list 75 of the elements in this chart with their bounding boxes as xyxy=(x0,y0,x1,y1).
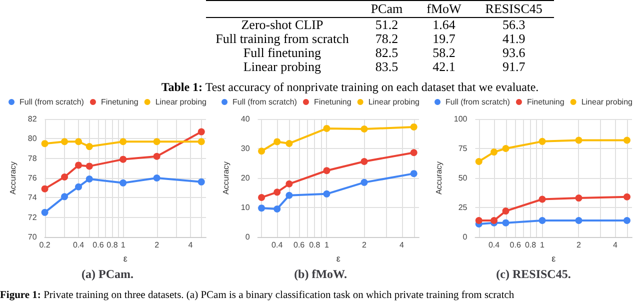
x-tick-label: 0.2 xyxy=(39,240,51,250)
category-label: Linear probing xyxy=(243,59,322,74)
y-tick-label: 20 xyxy=(240,174,250,182)
legend-label: Finetuning xyxy=(526,98,564,106)
legend-label: Full (from scratch) xyxy=(20,98,84,106)
x-tick-label: 0.4 xyxy=(72,240,85,250)
y-tick-label: 40 xyxy=(240,114,250,124)
text: 91.7 xyxy=(502,59,526,74)
y-tick-label: 25 xyxy=(458,203,468,212)
y-tick-label: 75 xyxy=(458,144,468,153)
legend-label: Full (from scratch) xyxy=(446,98,510,106)
legend-label: Linear probing xyxy=(155,98,206,106)
y-tick-label: 72 xyxy=(28,212,38,222)
text: 1.64 xyxy=(432,17,456,32)
text: 93.6 xyxy=(502,45,526,60)
text: (a) PCam. xyxy=(82,267,134,281)
x-tick-label: 0.6 xyxy=(92,240,104,250)
y-tick-label: 80 xyxy=(28,134,38,144)
text: 78.2 xyxy=(375,31,398,46)
caption: Figure 1: Private training on three datasets. (a) PCam is a binary classification task on which private training from scratch xyxy=(0,290,516,301)
category-label: fMoW xyxy=(426,0,462,18)
category-label: Zero-shot CLIP xyxy=(241,17,324,32)
x-tick-label: 2 xyxy=(362,240,368,250)
x-tick-label: 2 xyxy=(576,240,582,250)
legend-label: Full (from scratch) xyxy=(232,98,298,106)
x-tick-label: 0.4 xyxy=(488,240,500,250)
y-tick-label: 0 xyxy=(245,232,250,242)
text: 56.3 xyxy=(502,17,526,32)
x-tick-label: 0.8 xyxy=(309,240,321,250)
y-tick-label: 0 xyxy=(462,232,468,242)
y-axis-title: Accuracy xyxy=(434,162,444,194)
text: 83.5 xyxy=(375,59,398,74)
text: 19.7 xyxy=(432,31,456,46)
text: 82.5 xyxy=(375,45,398,60)
x-tick-label: 2 xyxy=(154,240,160,250)
y-tick-label: 30 xyxy=(240,144,250,153)
y-tick-label: 78 xyxy=(28,154,38,163)
y-axis-title: Accuracy xyxy=(8,162,18,194)
x-tick-label: 0.8 xyxy=(524,240,537,250)
category-label: Full training from scratch xyxy=(216,31,349,46)
text: 51.2 xyxy=(375,17,398,32)
x-tick-label: 0.6 xyxy=(510,240,522,250)
caption: Table 1: Test accuracy of nonprivate training on each dataset that we evaluate. xyxy=(160,80,540,95)
y-tick-label: 10 xyxy=(240,203,250,212)
category-label: PCam xyxy=(370,0,404,18)
legend-label: Linear probing xyxy=(368,98,420,106)
text: 42.1 xyxy=(432,59,456,74)
x-tick-label: 1 xyxy=(540,240,546,250)
category-label: RESISC45 xyxy=(484,0,544,18)
x-tick-label: 4 xyxy=(188,240,194,250)
y-tick-label: 70 xyxy=(28,232,38,242)
text: (b) fMoW. xyxy=(294,267,347,281)
x-tick-label: 0.4 xyxy=(272,240,284,250)
category-label: Full finetuning xyxy=(243,45,322,60)
legend-label: Finetuning xyxy=(100,98,138,106)
x-axis-title: ε xyxy=(336,253,340,264)
legend-label: Linear probing xyxy=(581,98,632,106)
text: 58.2 xyxy=(432,45,456,60)
x-axis-title: ε xyxy=(552,253,556,264)
y-axis-title: Accuracy xyxy=(222,162,230,194)
y-tick-label: 76 xyxy=(28,174,38,182)
x-tick-label: 1 xyxy=(120,240,126,250)
text: (c) RESISC45. xyxy=(496,267,571,281)
legend-label: Finetuning xyxy=(314,98,352,106)
x-tick-label: 1 xyxy=(324,240,330,250)
x-tick-label: 4 xyxy=(613,240,618,250)
x-tick-label: 0.6 xyxy=(293,240,306,250)
y-tick-label: 74 xyxy=(28,193,38,202)
x-axis-title: ε xyxy=(123,253,128,264)
x-tick-label: 0.8 xyxy=(106,240,118,250)
text: 41.9 xyxy=(502,31,526,46)
y-tick-label: 50 xyxy=(458,174,468,182)
x-tick-label: 4 xyxy=(400,240,405,250)
y-tick-label: 82 xyxy=(28,114,38,124)
y-tick-label: 100 xyxy=(454,114,468,124)
